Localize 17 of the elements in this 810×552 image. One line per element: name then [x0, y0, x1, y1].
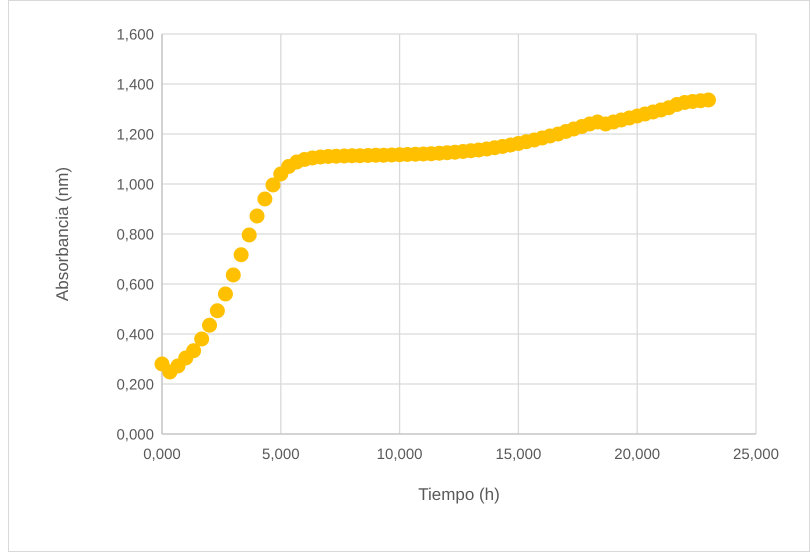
x-tick-label: 20,000: [614, 446, 660, 463]
y-tick-label: 0,600: [116, 276, 154, 294]
y-tick-label: 1,600: [116, 26, 154, 44]
x-tick-label: 5,000: [262, 446, 300, 463]
y-axis-title: Absorbancia (nm): [53, 166, 72, 302]
y-tick-label: 1,200: [116, 126, 154, 144]
y-tick-label: 0,200: [116, 376, 154, 394]
y-tick-label: 1,000: [116, 176, 154, 194]
y-tick-label: 0,400: [116, 326, 154, 344]
y-tick-label: 0,800: [116, 226, 154, 244]
x-tick-label: 15,000: [495, 446, 542, 463]
x-axis-title: Tiempo (h): [418, 485, 500, 504]
y-tick-label: 0,000: [116, 426, 154, 444]
y-tick-label: 1,400: [116, 76, 154, 94]
x-tick-label: 25,000: [733, 446, 779, 463]
x-tick-label: 0,000: [143, 446, 181, 463]
x-tick-label: 10,000: [376, 446, 423, 463]
